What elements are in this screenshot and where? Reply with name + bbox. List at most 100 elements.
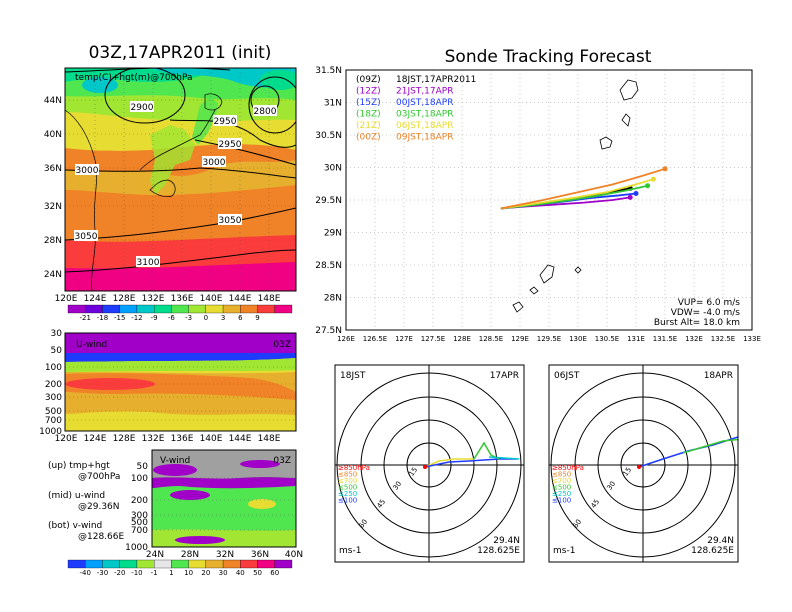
hodograph-unit: ms-1	[339, 546, 361, 556]
uwind-x-tick: 136E	[171, 434, 194, 444]
level-label: ≤500	[338, 484, 357, 492]
contour-label-text: 3100	[137, 258, 160, 268]
track-lat-tick: 29.5N	[315, 196, 342, 206]
track-endpoint	[627, 194, 633, 200]
colorbar-swatch	[188, 304, 206, 314]
colorbar-label: -21	[80, 314, 91, 322]
colorbar-label: 60	[270, 569, 279, 577]
colorbar-swatch	[171, 559, 189, 569]
legend-label: 09JST,18APR	[396, 133, 453, 143]
colorbar-label: 20	[201, 569, 210, 577]
colorbar-label: -10	[131, 569, 142, 577]
map-lon-tick: 140E	[200, 294, 223, 304]
level-label: ≤250	[338, 490, 357, 498]
level-label: ≥850hPa	[338, 464, 370, 472]
uwind-frame	[64, 332, 297, 432]
track-title: Sonde Tracking Forecast	[445, 47, 652, 67]
legend-tag: (15Z)	[356, 98, 381, 108]
uwind-x-tick: 140E	[200, 434, 223, 444]
map-lon-tick: 148E	[258, 294, 281, 304]
note-line: @29.36N	[78, 502, 120, 512]
track-lon-tick: 130.5E	[595, 335, 619, 343]
vwind-y-tick: 300	[131, 511, 148, 521]
legend-label: 03JST,18APR	[396, 110, 453, 120]
uwind-x-tick: 128E	[113, 434, 136, 444]
colorbar-label: -1	[151, 569, 158, 577]
contour-labels: 2800 2900 2950 2950 3000 3000 3050 3050 3100	[74, 101, 277, 268]
hodograph-unit: ms-1	[553, 546, 575, 556]
contour-label: 2950	[213, 115, 237, 127]
colorbar-swatch	[257, 304, 275, 314]
param-line: Burst Alt= 18.0 km	[654, 318, 740, 328]
contour-label-bg	[202, 156, 226, 167]
colorbar-swatch	[188, 559, 206, 569]
track-lon-tick: 130E	[569, 335, 587, 343]
ring-label: 15	[408, 466, 420, 478]
contour-label: 3000	[75, 164, 99, 176]
colorbar-label: -20	[114, 569, 125, 577]
track-endpoint	[645, 183, 651, 189]
track-lat-tick: 28.5N	[315, 261, 342, 271]
hodograph-right: 06JST 18APR 15 30 45 60 ≥850hPa≤850≤700≤500≤25…	[548, 364, 739, 563]
legend-label: 00JST,18APR	[396, 98, 453, 108]
track-lon-tick: 129.5E	[537, 335, 561, 343]
contour-label-bg	[74, 230, 98, 241]
track-line	[500, 167, 666, 210]
colorbar-swatch	[274, 304, 293, 314]
colorbar-swatch	[136, 559, 155, 569]
note-line: (up) tmp+hgt	[48, 461, 110, 471]
contour-label-bg	[130, 101, 154, 112]
uwind-y-tick: 1000	[39, 427, 62, 437]
contour-label: 2800	[253, 105, 277, 117]
colorbar-swatch	[67, 304, 86, 314]
colorbar-label: -6	[168, 314, 176, 322]
uwind-y-tick: 30	[51, 329, 63, 339]
track-lon-tick: 131.5E	[653, 335, 677, 343]
hodograph-lat: 29.4N	[707, 536, 734, 546]
uwind-y-tick: 700	[45, 416, 62, 426]
map-lon-tick: 128E	[113, 294, 136, 304]
colorbar-swatch	[85, 559, 103, 569]
contour-label-bg	[213, 115, 237, 126]
colorbar-swatch	[136, 304, 155, 314]
hodograph-date: 18APR	[704, 371, 733, 381]
colorbar-swatch	[171, 304, 189, 314]
islands	[512, 79, 639, 313]
level-label: ≤100	[338, 497, 357, 505]
track-grid	[346, 70, 752, 330]
colorbar-swatch	[102, 559, 120, 569]
ring-label: 30	[392, 480, 404, 492]
colorbar-swatch	[205, 559, 224, 569]
colorbar-swatch	[240, 304, 258, 314]
hodograph-time: 06JST	[554, 371, 580, 381]
legend-tag: (21Z)	[356, 121, 381, 131]
map-lat-tick: 32N	[44, 202, 62, 212]
track-legend: (09Z) 18JST,17APR2011 (12Z) 21JST,17APR (15Z…	[356, 75, 476, 143]
hodograph-lon: 128.625E	[691, 546, 734, 556]
colorbar-label: 1	[169, 569, 173, 577]
ring-label: 30	[606, 480, 618, 492]
hodograph-body	[549, 365, 738, 562]
track-line	[500, 178, 654, 210]
vwind-y-tick: 200	[131, 496, 148, 506]
level-label: ≥850hPa	[552, 464, 584, 472]
panel-notes: (up) tmp+hgt@700hPa (mid) u-wind@29.36N (b…	[48, 461, 124, 542]
note-line: @128.66E	[78, 532, 124, 542]
legend-tag: (12Z)	[356, 87, 381, 97]
map-lon-tick: 144E	[229, 294, 252, 304]
uwind-x-tick: 148E	[258, 434, 281, 444]
track-line	[500, 184, 648, 210]
uwind-time: 03Z	[273, 340, 291, 350]
ring-label: 45	[376, 498, 388, 510]
colorbar-swatch	[154, 559, 172, 569]
track-lon-tick: 133E	[743, 335, 761, 343]
uwind-field	[65, 333, 296, 431]
vwind-x-tick: 24N	[146, 550, 164, 560]
track-endpoint	[650, 176, 656, 182]
hodograph-date: 17APR	[490, 371, 519, 381]
sonde-tracks	[500, 166, 668, 210]
colorbar-label: 50	[253, 569, 262, 577]
vwind-x-tick: 36N	[251, 550, 269, 560]
contour-label: 3050	[218, 214, 242, 226]
